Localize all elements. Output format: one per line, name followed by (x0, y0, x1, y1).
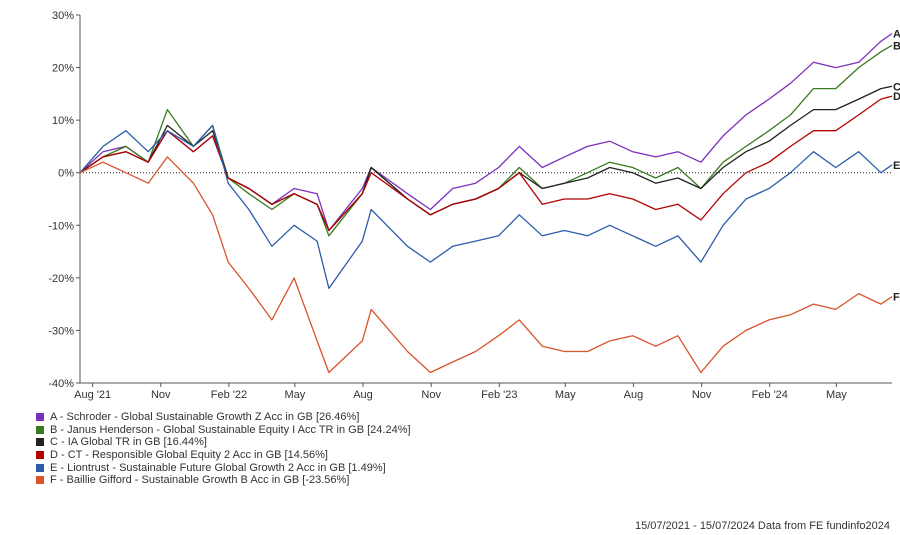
y-tick-label: 20% (52, 63, 74, 75)
legend-label: C - IA Global TR in GB [16.44%] (50, 436, 207, 449)
legend-swatch (36, 463, 44, 472)
x-tick-label: Feb '24 (752, 389, 788, 401)
y-tick-label: 0% (58, 168, 74, 180)
x-tick-label: Aug (353, 389, 373, 401)
series-end-label-d: D (893, 91, 900, 103)
legend-item-d: D - CT - Responsible Global Equity 2 Acc… (36, 449, 411, 462)
legend-swatch (36, 438, 44, 447)
series-line-a (79, 33, 893, 232)
y-tick-label: -40% (48, 378, 74, 390)
legend-label: B - Janus Henderson - Global Sustainable… (50, 423, 411, 436)
x-tick-label: May (284, 389, 305, 401)
x-tick-label: Nov (421, 389, 441, 401)
legend-swatch (36, 425, 44, 434)
legend-label: A - Schroder - Global Sustainable Growth… (50, 411, 360, 424)
x-tick-label: Aug '21 (74, 389, 111, 401)
x-tick-label: Feb '22 (211, 389, 247, 401)
y-tick-label: 10% (52, 115, 74, 127)
series-line-d (79, 95, 893, 232)
x-tick-label: May (826, 389, 847, 401)
x-tick-label: May (555, 389, 576, 401)
x-tick-label: Nov (692, 389, 712, 401)
y-tick-label: -30% (48, 325, 74, 337)
legend-item-e: E - Liontrust - Sustainable Future Globa… (36, 461, 411, 474)
y-tick-label: -20% (48, 273, 74, 285)
x-tick-label: Nov (151, 389, 171, 401)
series-line-c (79, 85, 893, 232)
chart-legend: A - Schroder - Global Sustainable Growth… (36, 411, 411, 487)
legend-item-b: B - Janus Henderson - Global Sustainable… (36, 424, 411, 437)
data-source-footer: 15/07/2021 - 15/07/2024 Data from FE fun… (634, 520, 890, 532)
legend-item-a: A - Schroder - Global Sustainable Growth… (36, 411, 411, 424)
x-tick-label: Aug (624, 389, 644, 401)
series-end-label-c: C (893, 81, 900, 93)
legend-item-c: C - IA Global TR in GB [16.44%] (36, 436, 411, 449)
legend-label: E - Liontrust - Sustainable Future Globa… (50, 461, 386, 474)
y-tick-label: -10% (48, 220, 74, 232)
x-tick-label: Feb '23 (481, 389, 517, 401)
legend-item-f: F - Baillie Gifford - Sustainable Growth… (36, 474, 411, 487)
legend-swatch (36, 476, 44, 485)
legend-label: F - Baillie Gifford - Sustainable Growth… (50, 474, 350, 487)
series-end-label-a: A (893, 29, 900, 41)
y-tick-label: 30% (52, 10, 74, 22)
series-end-label-e: E (893, 160, 900, 172)
legend-label: D - CT - Responsible Global Equity 2 Acc… (50, 449, 328, 462)
line-chart: 30% 20% 10% 0% -10% -20% -30% -40%Aug '21 Nov Feb… (48, 10, 900, 401)
legend-swatch (36, 413, 44, 422)
series-line-f (79, 156, 893, 374)
legend-swatch (36, 451, 44, 460)
series-end-label-b: B (893, 40, 900, 52)
series-line-e (79, 124, 893, 290)
series-end-label-f: F (893, 292, 900, 304)
plot-area: 30% 20% 10% 0% -10% -20% -30% -40%Aug '21 Nov Feb… (48, 10, 900, 401)
